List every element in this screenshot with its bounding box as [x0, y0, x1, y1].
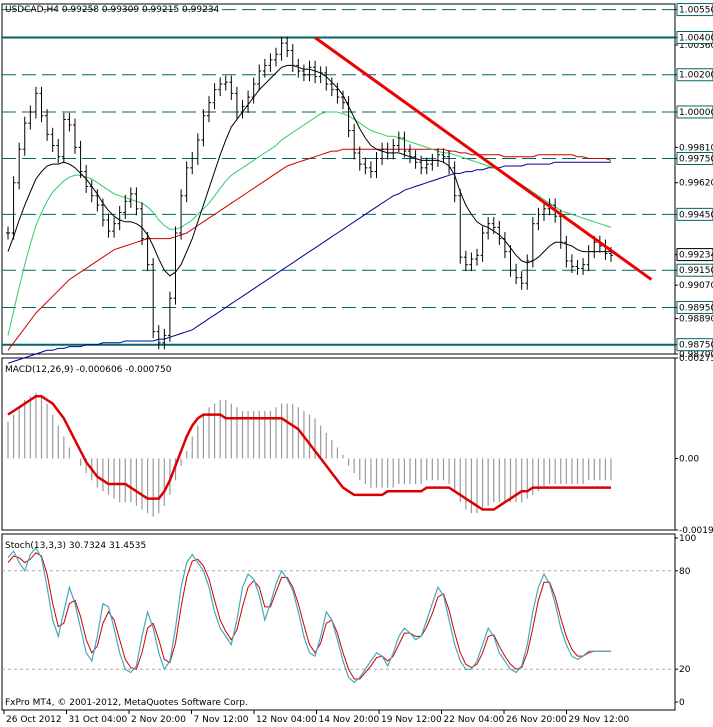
stoch-panel-title: Stoch(13,3,3) 30.7324 31.4535 — [5, 541, 146, 551]
x-tick-label-2: 2 Nov 20:00 — [131, 715, 186, 725]
stoch-tick-label-0: 100 — [679, 534, 696, 544]
panel-frame-1 — [1, 357, 676, 531]
x-tick-label-4: 12 Nov 04:00 — [256, 715, 317, 725]
current-price-label: 0.99234 — [679, 251, 713, 261]
stoch-tick-label-2: 20 — [679, 665, 691, 675]
x-tick-label-1: 31 Oct 04:00 — [69, 715, 128, 725]
level-tag-box-0 — [676, 3, 713, 17]
level-tag-box-2 — [676, 68, 713, 82]
price-tick-label-5: 0.99810 — [679, 143, 713, 153]
level-tag-label-4: 0.99750 — [679, 155, 713, 165]
stoch-main-line — [7, 546, 611, 684]
ma-blue-line — [7, 161, 611, 364]
macd-signal-line — [7, 395, 611, 511]
level-tag-label-7: 0.98950 — [679, 303, 713, 313]
time-axis: 26 Oct 2012 31 Oct 04:00 2 Nov 20:00 7 Nov … — [3, 710, 630, 725]
stoch-signal-line — [7, 552, 611, 680]
macd-panel: 0.00275 0.00 -0.00196 — [7, 354, 713, 536]
level-tag-label-6: 0.99150 — [679, 266, 713, 276]
level-tag-label-0: 1.00550 — [679, 6, 713, 16]
level-tag-box-7 — [676, 300, 713, 314]
level-tag-label-8: 0.98750 — [679, 341, 713, 351]
level-tag-box-5 — [676, 207, 713, 221]
level-tag-label-5: 0.99450 — [679, 210, 713, 220]
price-panel-title: USDCAD,H4 0.99258 0.99309 0.99215 0.9923… — [5, 5, 220, 15]
macd-tick-label-1: 0.00 — [679, 454, 699, 464]
trendline — [314, 36, 653, 281]
x-tick-label-5: 14 Nov 20:00 — [319, 715, 380, 725]
price-tick-label-13: 0.98890 — [679, 315, 713, 325]
current-price-box — [676, 248, 713, 262]
x-tick-label-6: 19 Nov 12:00 — [381, 715, 442, 725]
x-tick-label-7: 22 Nov 04:00 — [444, 715, 505, 725]
level-tag-box-1 — [676, 31, 713, 45]
x-tick-label-9: 29 Nov 12:00 — [569, 715, 630, 725]
price-tick-label-11: 0.99070 — [679, 281, 713, 291]
x-tick-label-8: 26 Nov 20:00 — [506, 715, 567, 725]
stoch-tick-label-3: 0 — [679, 698, 685, 708]
level-tag-label-2: 1.00200 — [679, 71, 713, 81]
level-tag-box-4 — [676, 152, 713, 166]
stoch-tick-label-1: 80 — [679, 567, 691, 577]
level-tag-label-3: 1.00000 — [679, 108, 713, 118]
price-tick-label-7: 0.99620 — [679, 179, 713, 189]
watermark: FxPro MT4, © 2001-2012, MetaQuotes Softw… — [5, 698, 248, 708]
price-tick-label-15: 0.98700 — [679, 350, 713, 360]
level-tag-box-8 — [676, 338, 713, 352]
x-tick-label-3: 7 Nov 12:00 — [194, 715, 249, 725]
ma-red-line — [7, 148, 612, 351]
macd-panel-title: MACD(12,26,9) -0.000606 -0.000750 — [5, 365, 172, 375]
stoch-panel: 100 80 20 0 — [2, 534, 696, 708]
panel-frame-0 — [1, 3, 676, 355]
x-tick-label-0: 26 Oct 2012 — [6, 715, 62, 725]
panel-frames — [1, 3, 676, 711]
level-tag-label-1: 1.00400 — [679, 34, 713, 44]
price-tick-label-2: 1.00360 — [679, 41, 713, 51]
level-tag-box-3 — [676, 105, 713, 119]
macd-tick-label-0: 0.00275 — [679, 354, 713, 364]
macd-tick-label-2: -0.00196 — [679, 526, 713, 536]
level-tag-box-6 — [676, 263, 713, 277]
panel-frame-2 — [1, 533, 676, 711]
